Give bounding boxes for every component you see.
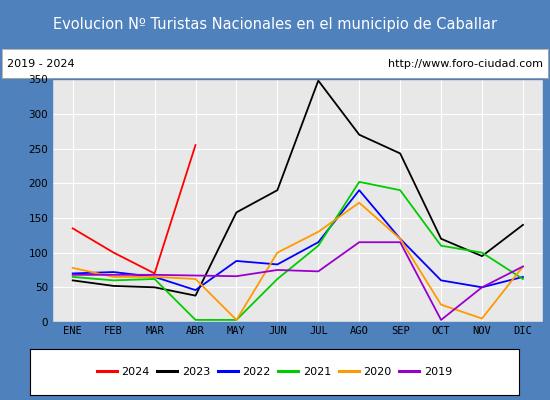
Text: http://www.foro-ciudad.com: http://www.foro-ciudad.com: [388, 59, 543, 69]
Legend: 2024, 2023, 2022, 2021, 2020, 2019: 2024, 2023, 2022, 2021, 2020, 2019: [92, 363, 456, 382]
Text: 2019 - 2024: 2019 - 2024: [7, 59, 74, 69]
Text: Evolucion Nº Turistas Nacionales en el municipio de Caballar: Evolucion Nº Turistas Nacionales en el m…: [53, 16, 497, 32]
